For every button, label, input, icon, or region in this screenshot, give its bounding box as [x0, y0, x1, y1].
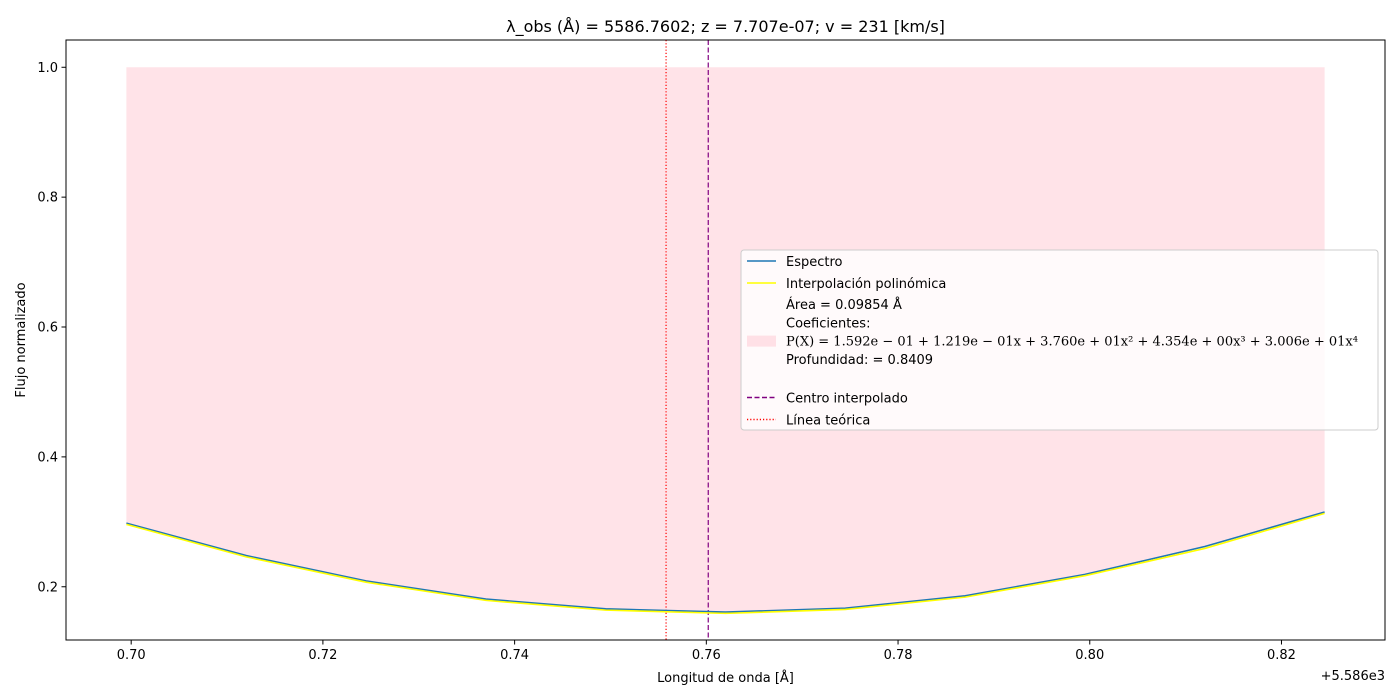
legend-label-0: Espectro: [786, 255, 843, 270]
x-tick-label: 0.76: [692, 648, 721, 663]
chart-title: λ_obs (Å) = 5586.7602; z = 7.707e-07; v …: [506, 17, 945, 37]
y-tick-label: 0.6: [37, 321, 58, 336]
legend-fill-line-1: Coeficientes:: [786, 316, 870, 331]
legend-label-1: Interpolación polinómica: [786, 277, 946, 292]
legend-handle-fill: [747, 335, 776, 347]
x-tick-label: 0.72: [308, 648, 337, 663]
legend-box: [740, 249, 1379, 431]
y-tick-label: 0.2: [37, 580, 58, 595]
series-line-interpolacion: [126, 512, 1325, 615]
legend-label-3: Centro interpolado: [786, 392, 908, 407]
legend: Espectro Interpolación polinómica Área = 0…: [740, 249, 1379, 431]
x-tick-label: 0.70: [117, 648, 146, 663]
legend-fill-line-2: P(X) = 1.592e − 01 + 1.219e − 01x + 3.76…: [786, 335, 1358, 350]
legend-label-4: Línea teórica: [786, 414, 870, 429]
legend-fill-line-0: Área = 0.09854 Å: [786, 297, 902, 313]
axes: 0.70 0.72 0.74 0.76 0.78 0.80 0.82 0.2 0.4 0.6 0.8…: [37, 39, 1386, 663]
y-tick-label: 0.4: [37, 450, 58, 465]
plot-area: [126, 40, 1325, 640]
area-fill-region: [126, 67, 1325, 613]
x-tick-label: 0.78: [884, 648, 913, 663]
series-line-espectro: [126, 511, 1325, 613]
x-tick-label: 0.74: [500, 648, 529, 663]
plot-clipped-group: [126, 40, 1325, 640]
x-axis-label: Longitud de onda [Å]: [657, 670, 794, 686]
axes-frame: [65, 39, 1386, 641]
x-tick-label: 0.80: [1075, 648, 1104, 663]
y-tick-label: 1.0: [37, 61, 58, 76]
y-axis-label: Flujo normalizado: [14, 282, 29, 397]
legend-fill-line-3: Profundidad: = 0.8409: [786, 353, 933, 368]
y-tick-label: 0.8: [37, 191, 58, 206]
x-tick-label: 0.82: [1267, 648, 1296, 663]
x-axis-offset-label: +5.586e3: [1321, 669, 1385, 684]
